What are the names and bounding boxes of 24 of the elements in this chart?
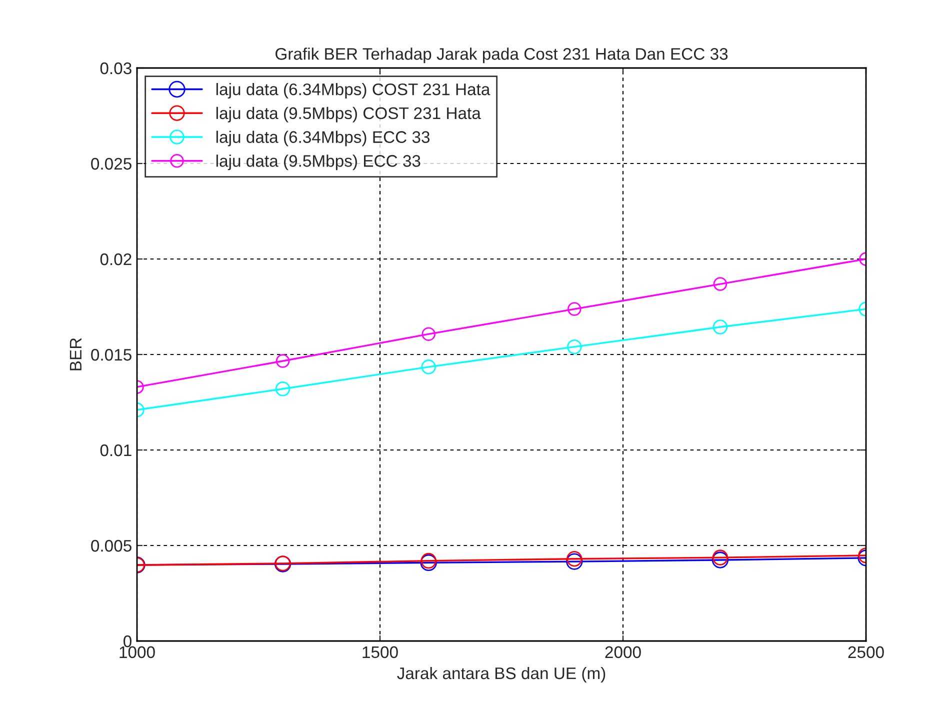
y-tick-label: 0.02 [100, 253, 132, 266]
chart-title: Grafik BER Terhadap Jarak pada Cost 231 Hata Dan ECC 33 [276, 48, 728, 64]
point [568, 302, 582, 316]
point [567, 340, 582, 354]
legend-label: laju data (6.34Mbps) ECC 33 [216, 130, 430, 146]
point [421, 360, 436, 374]
x-tick-label: 2000 [605, 646, 641, 658]
x-tick-label: 1000 [120, 646, 155, 658]
x-tick-label: 1500 [362, 646, 398, 658]
y-tick-label: 0 [124, 635, 132, 648]
point [422, 327, 436, 341]
y-tick-label: 0.005 [91, 540, 132, 552]
x-tick-label: 2500 [848, 646, 884, 658]
y-tick-label: 0.015 [91, 348, 132, 361]
x-axis-title: Jarak antara BS dan UE (m) [397, 666, 606, 682]
legend-label: laju data (9.5Mbps) ECC 33 [216, 154, 420, 170]
y-tick-label: 0.025 [91, 158, 132, 170]
legend-label: laju data (6.34Mbps) COST 231 Hata [216, 83, 490, 99]
y-axis-title: BER [70, 338, 82, 370]
y-tick-label: 0.01 [100, 444, 132, 456]
point [566, 551, 582, 567]
y-tick-label: 0.03 [100, 62, 132, 74]
point [566, 553, 583, 570]
legend-label: laju data (9.5Mbps) COST 231 Hata [216, 106, 481, 122]
